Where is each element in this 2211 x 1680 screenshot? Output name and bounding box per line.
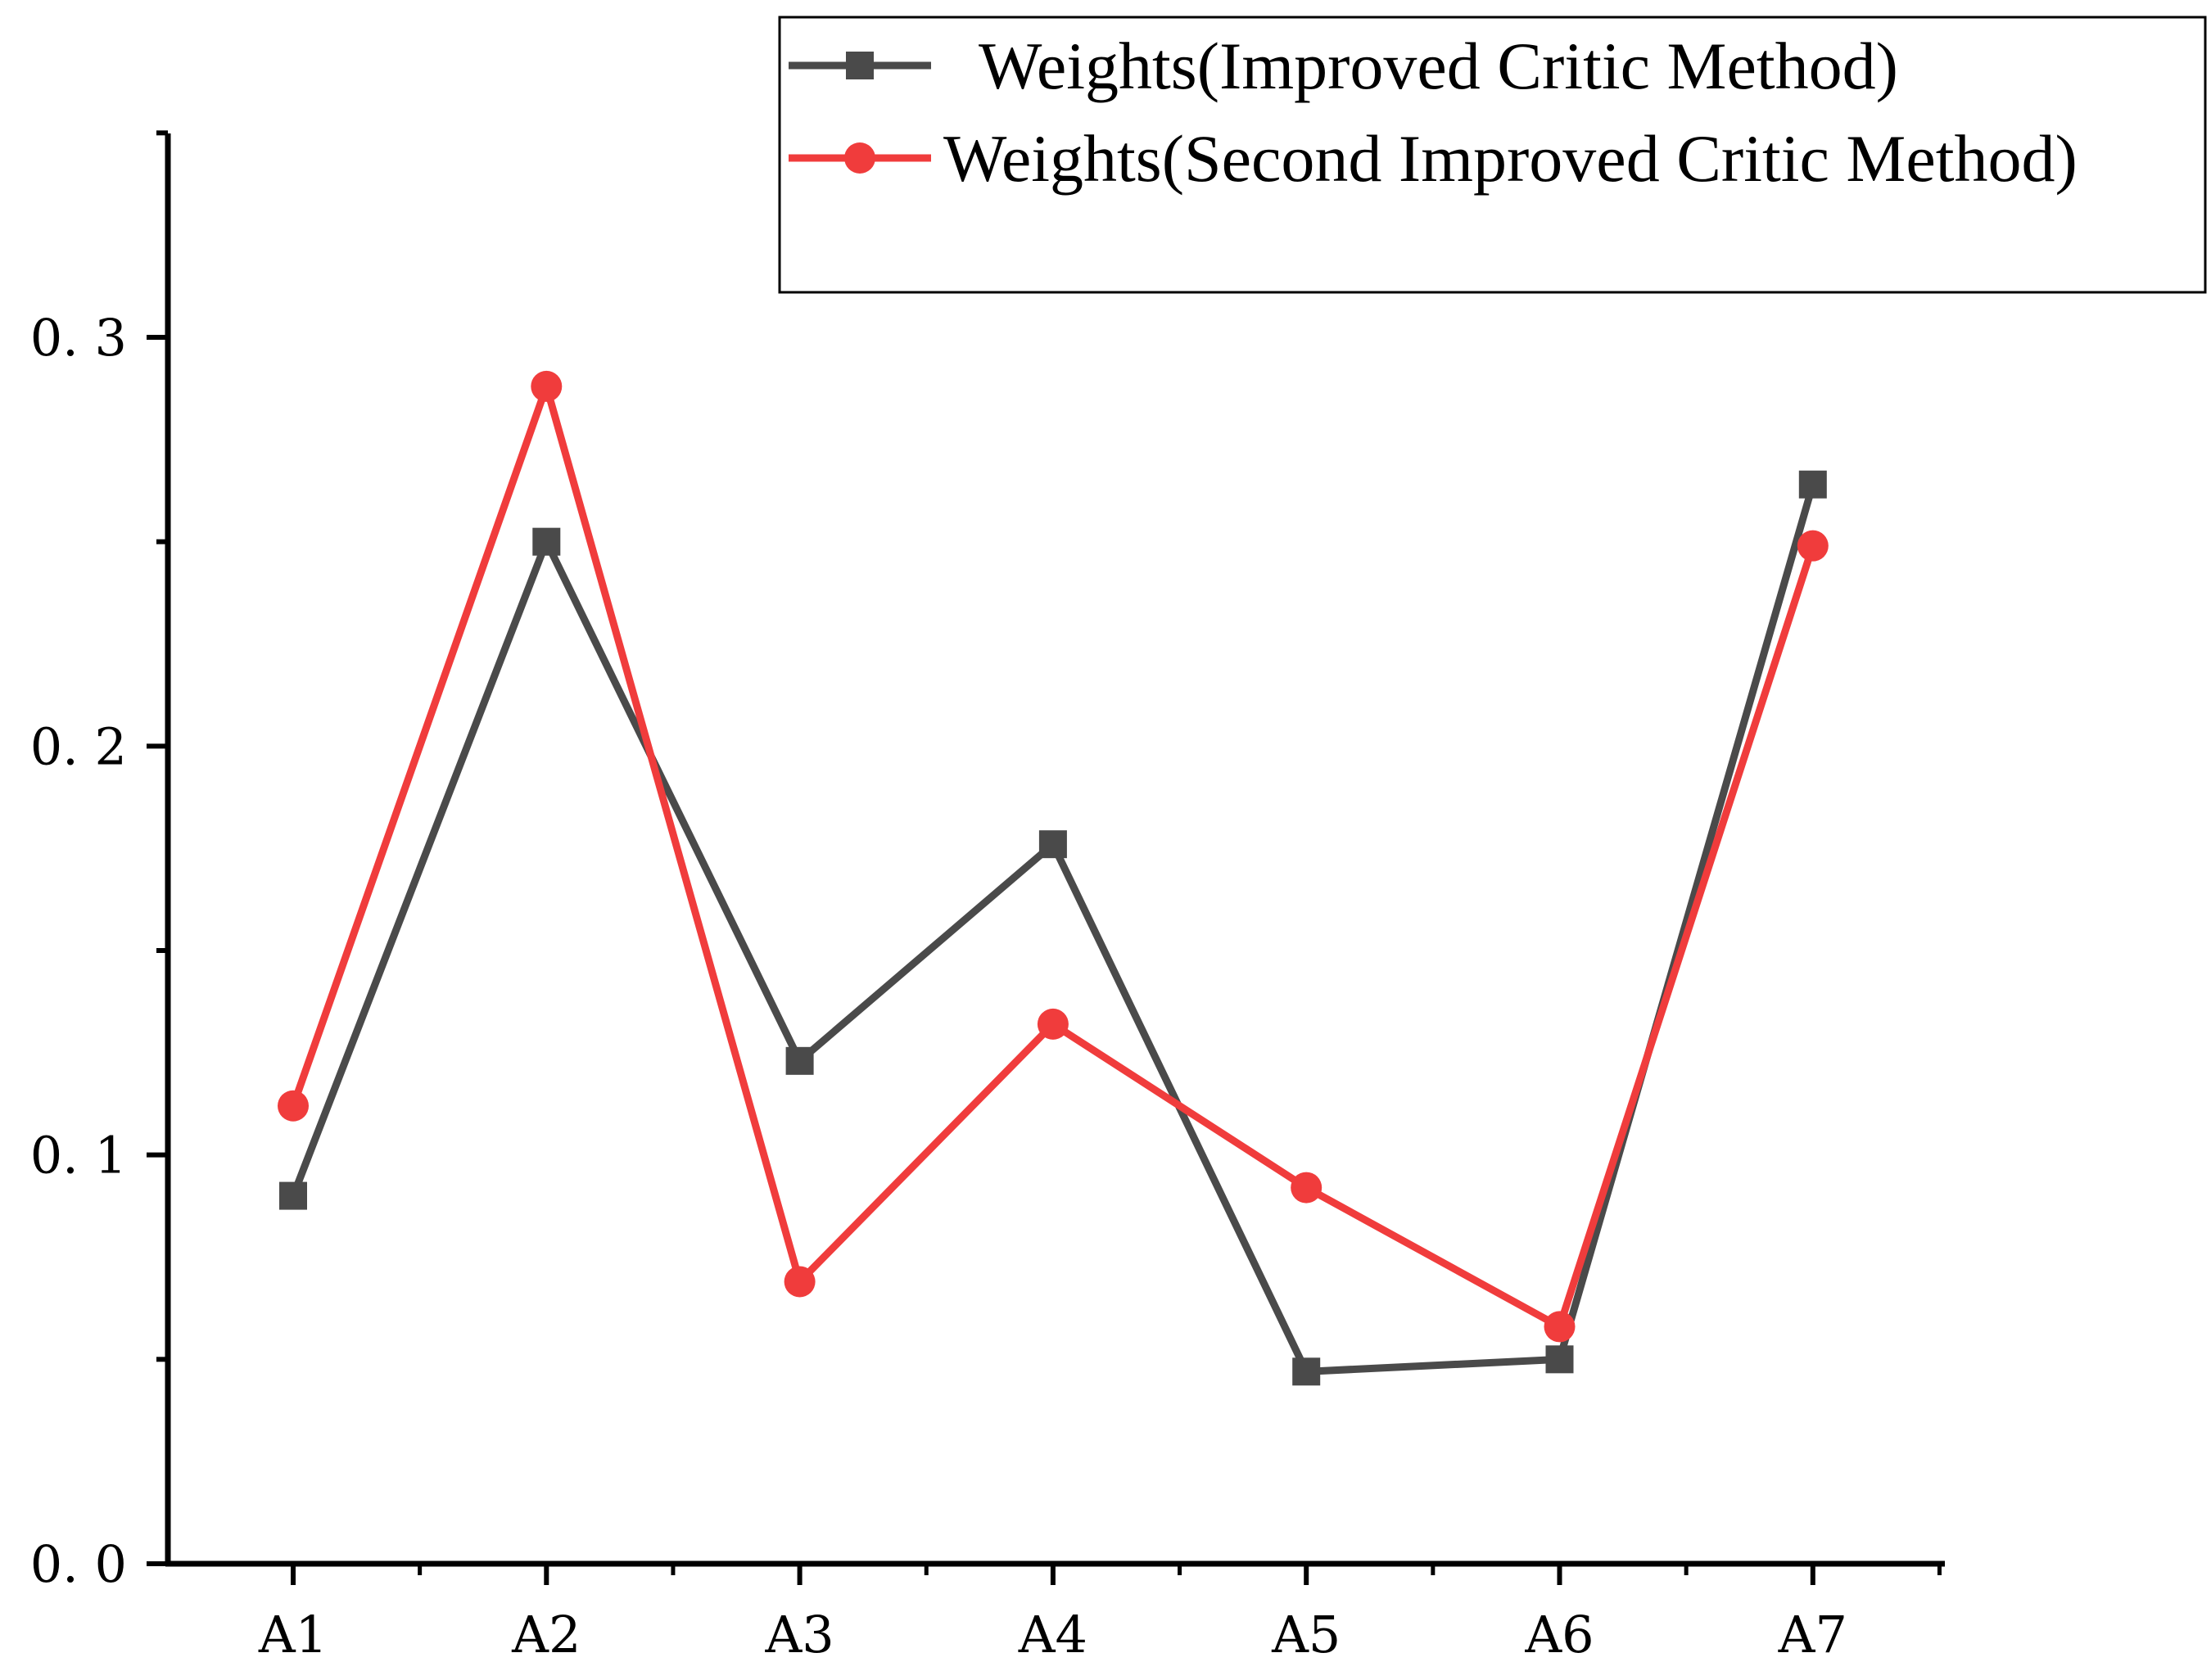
legend-label-1: Weights(Second Improved Critic Method)	[943, 121, 2078, 196]
axes: 0. 0 0. 1 0. 2 0. 3 A1 A2 A3 A4 A5 A6 A7	[30, 130, 1945, 1664]
data-point-circle	[1544, 1311, 1576, 1343]
x-tick-label: A1	[258, 1605, 328, 1664]
y-tick-label: 0. 2	[30, 716, 127, 776]
series-0	[279, 470, 1827, 1386]
data-point-square	[785, 1046, 814, 1075]
data-point-circle	[1291, 1172, 1323, 1204]
legend-marker-circle	[844, 142, 875, 174]
data-point-circle	[531, 370, 563, 402]
data-point-square	[1798, 470, 1827, 499]
legend: Weights(Improved Critic Method) Weights(S…	[778, 16, 2207, 294]
y-tick-label: 0. 1	[30, 1126, 127, 1185]
legend-box	[778, 16, 2207, 294]
y-tick-label: 0. 0	[30, 1534, 127, 1594]
x-tick-label: A6	[1524, 1605, 1594, 1664]
legend-marker-square	[846, 52, 874, 79]
series-1	[278, 370, 1829, 1343]
series-layer	[278, 370, 1829, 1386]
data-point-circle	[1797, 530, 1829, 562]
y-tick-label: 0. 3	[30, 308, 127, 368]
data-point-square	[279, 1181, 307, 1210]
x-tick-label: A5	[1271, 1605, 1341, 1664]
data-point-circle	[784, 1266, 816, 1298]
x-tick-label: A4	[1018, 1605, 1087, 1664]
data-point-square	[1292, 1357, 1321, 1386]
data-point-square	[1038, 830, 1067, 859]
x-tick-label: A3	[764, 1605, 834, 1664]
legend-label-0: Weights(Improved Critic Method)	[979, 29, 1898, 103]
data-point-circle	[1037, 1008, 1069, 1040]
data-point-circle	[278, 1090, 309, 1122]
x-tick-label: A7	[1778, 1605, 1847, 1664]
data-point-square	[532, 527, 561, 556]
x-tick-label: A2	[511, 1605, 581, 1664]
data-point-square	[1545, 1345, 1574, 1374]
